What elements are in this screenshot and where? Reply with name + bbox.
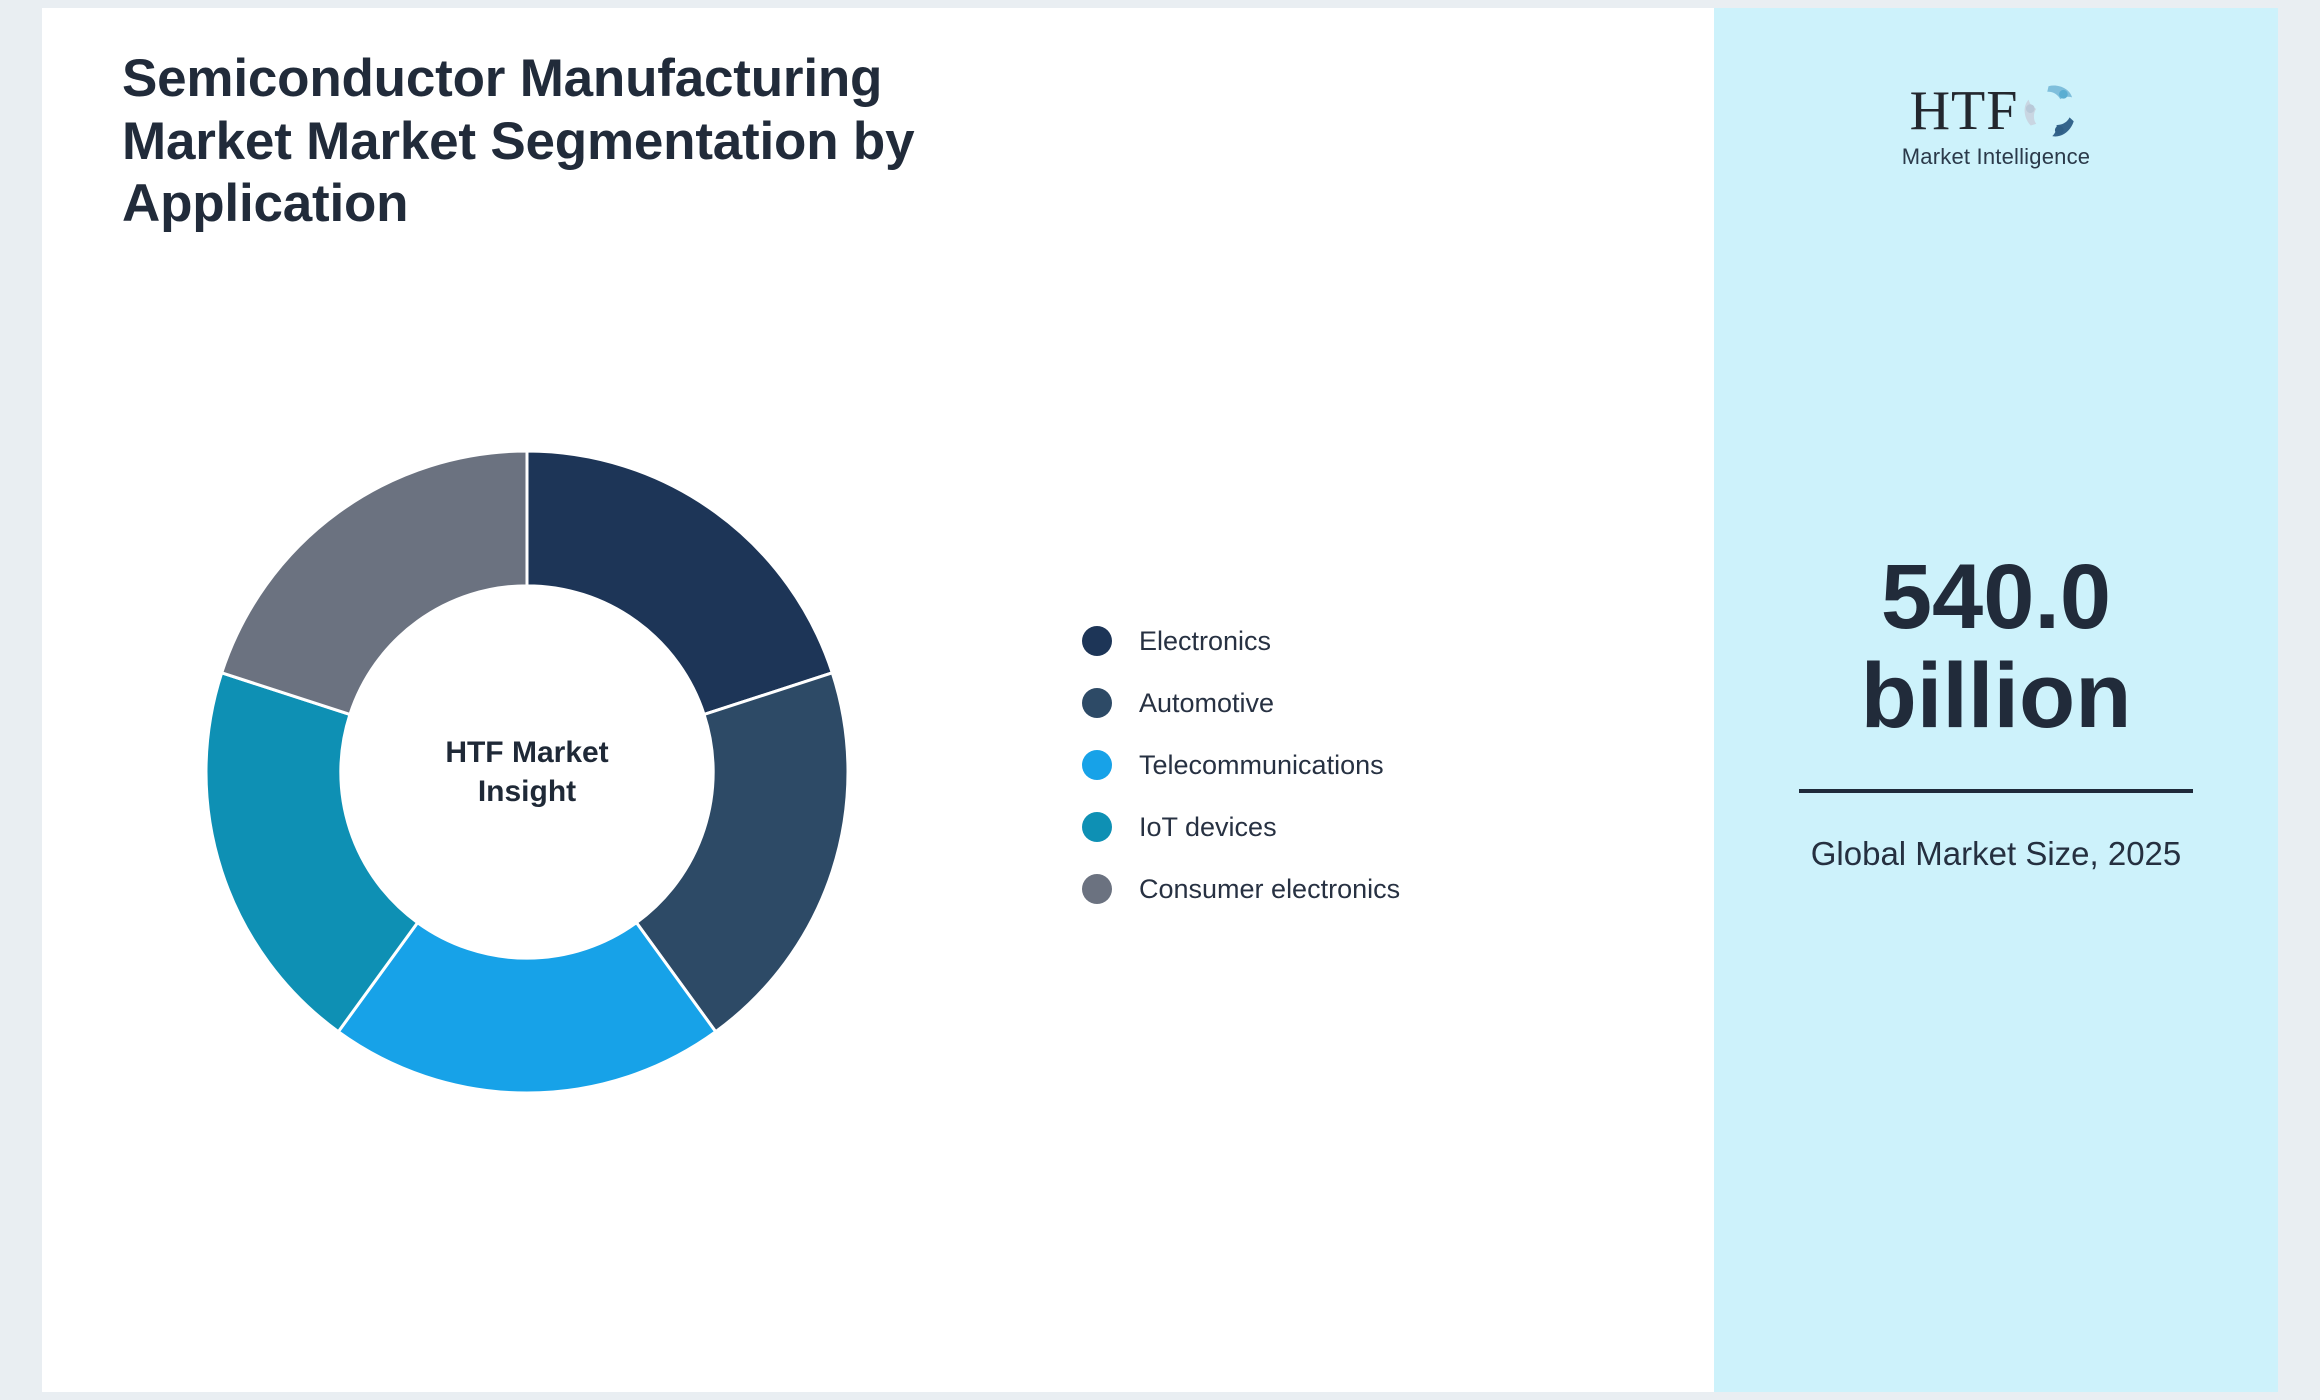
- legend-item[interactable]: Automotive: [1082, 682, 1400, 724]
- legend-swatch-icon: [1082, 750, 1112, 780]
- legend-item-label: IoT devices: [1139, 811, 1277, 842]
- page-title: Semiconductor Manufacturing Market Marke…: [122, 49, 915, 234]
- legend-swatch-icon: [1082, 812, 1112, 842]
- legend-item-label: Consumer electronics: [1139, 873, 1401, 904]
- donut-slice[interactable]: [219, 451, 529, 717]
- stat-caption: Global Market Size, 2025: [1810, 834, 2182, 872]
- legend-item[interactable]: Telecommunications: [1082, 744, 1400, 786]
- legend-swatch-icon: [1082, 688, 1112, 718]
- donut-slice[interactable]: [336, 920, 718, 1093]
- legend-item-label: Automotive: [1139, 687, 1275, 718]
- legend-swatch-icon: [1082, 626, 1112, 656]
- legend-item[interactable]: Consumer electronics: [1082, 868, 1400, 910]
- donut-slice[interactable]: [634, 670, 848, 1034]
- stat-value: 540.0 billion: [1860, 546, 2132, 748]
- brand-logo: HTF: [1871, 80, 2121, 170]
- donut-slice[interactable]: [206, 670, 420, 1034]
- donut-slice-group: [206, 451, 848, 1093]
- brand-tagline: Market Intelligence: [1901, 144, 2091, 169]
- legend-swatch-icon: [1082, 874, 1112, 904]
- legend-item[interactable]: IoT devices: [1082, 806, 1400, 848]
- legend-item[interactable]: Electronics: [1082, 620, 1400, 662]
- brand-logo-row: HTF: [1910, 80, 2083, 142]
- stat-pane: HTF: [1714, 8, 2278, 1392]
- donut-chart-svg: [206, 451, 848, 1093]
- legend-item-label: Telecommunications: [1139, 749, 1384, 780]
- brand-wordmark: HTF: [1909, 80, 2019, 142]
- chart-legend: Electronics Automotive Telecommunications I…: [1082, 620, 1400, 910]
- chart-pane: Semiconductor Manufacturing Market Marke…: [42, 8, 1714, 1392]
- donut-chart: HTF Market Insight: [206, 451, 848, 1093]
- htf-swirl-icon: [2020, 80, 2082, 142]
- infographic-card: Semiconductor Manufacturing Market Marke…: [42, 8, 2278, 1392]
- stat-block: 540.0 billion Global Market Size, 2025: [1786, 546, 2206, 877]
- donut-slice[interactable]: [525, 451, 835, 717]
- legend-item-label: Electronics: [1139, 625, 1272, 656]
- stat-divider: [1799, 788, 2193, 793]
